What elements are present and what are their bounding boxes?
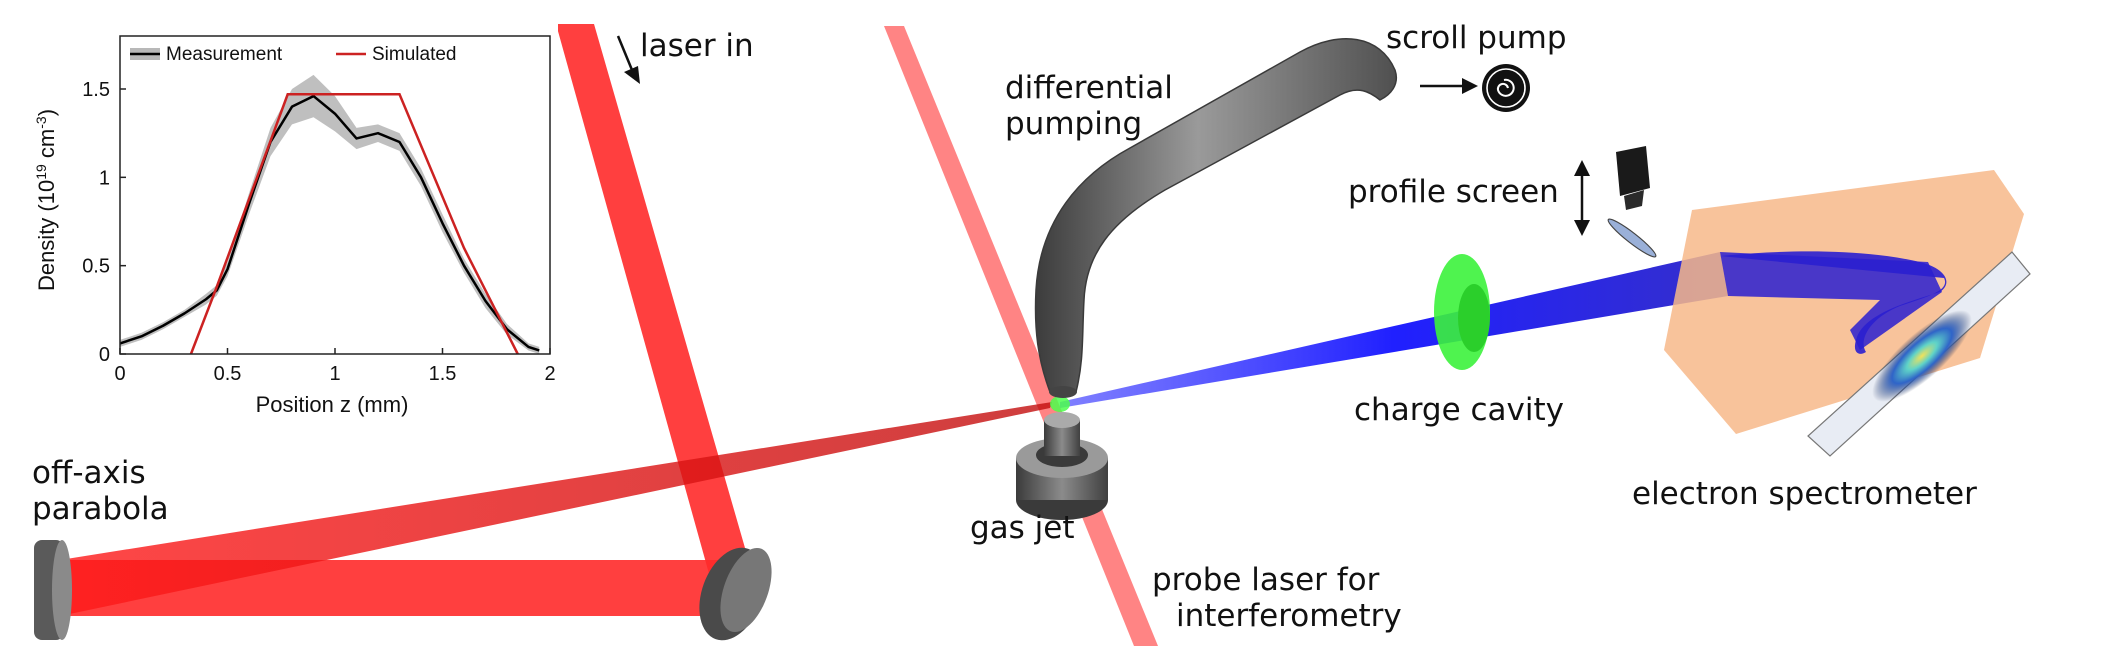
laser-in-beam bbox=[556, 24, 760, 606]
off-axis-parabola-label: off-axis parabola bbox=[32, 455, 169, 527]
electron-spectrometer-label: electron spectrometer bbox=[1632, 476, 1977, 512]
laser-focus-beam bbox=[60, 402, 1052, 616]
tube-outlet bbox=[1049, 386, 1077, 398]
spectrometer-screen bbox=[1807, 251, 2031, 457]
y-tick-label: 1.5 bbox=[82, 79, 110, 101]
gas-jet-label: gas jet bbox=[970, 510, 1075, 546]
turning-mirror bbox=[699, 547, 772, 641]
chart-axes-group: 0 0.5 1 1.5 2 0 0.5 1 1.5 bbox=[82, 35, 556, 385]
x-tick-label: 0 bbox=[114, 363, 125, 385]
scroll-pump-label: scroll pump bbox=[1386, 20, 1567, 56]
off-axis-parabola-line-2: parabola bbox=[32, 491, 169, 527]
differential-pumping-tube bbox=[1034, 38, 1397, 393]
measurement-line bbox=[119, 94, 540, 352]
y-tick-label: 0.5 bbox=[82, 256, 110, 278]
probe-laser-line-2: interferometry bbox=[1176, 598, 1402, 634]
double-arrow-icon bbox=[1574, 160, 1590, 236]
chart-lines-group bbox=[119, 93, 540, 355]
gas-jet-nozzle bbox=[1016, 412, 1108, 520]
off-axis-parabola-line-1: off-axis bbox=[32, 455, 146, 491]
simulated-line bbox=[189, 93, 519, 355]
y-axis-label-unit-exp: -3 bbox=[33, 116, 49, 129]
y-tick-label: 1 bbox=[99, 167, 110, 189]
arrow-right-icon bbox=[1420, 78, 1478, 94]
plasma-glow bbox=[1050, 396, 1070, 412]
x-tick-label: 2 bbox=[544, 363, 555, 385]
profile-screen-label: profile screen bbox=[1348, 174, 1559, 210]
legend-measurement: Measurement bbox=[166, 44, 283, 65]
chart-legend: Measurement Simulated bbox=[130, 44, 457, 65]
differential-pumping-line-1: differential bbox=[1005, 70, 1173, 106]
laser-in-label: laser in bbox=[640, 28, 754, 64]
x-tick-label: 1 bbox=[329, 363, 340, 385]
charge-cavity-label: charge cavity bbox=[1354, 392, 1564, 428]
arrow-down-icon bbox=[616, 35, 640, 84]
density-chart-svg: 0 0.5 1 1.5 200.511.5 Measurement Simulated … bbox=[33, 35, 556, 417]
y-axis-label-main: Density (10 bbox=[34, 180, 59, 291]
differential-pumping-line-2: pumping bbox=[1005, 106, 1143, 142]
probe-laser-label: probe laser for interferometry bbox=[1152, 562, 1402, 634]
y-axis-label-unit: cm bbox=[34, 129, 59, 164]
electron-beam bbox=[1060, 252, 1728, 408]
x-tick-label: 0.5 bbox=[214, 363, 242, 385]
profile-screen bbox=[1607, 218, 1657, 258]
off-axis-parabola-mirror bbox=[34, 540, 72, 640]
camera-icon bbox=[1616, 146, 1650, 210]
charge-cavity bbox=[1434, 254, 1490, 370]
x-axis-label: Position z (mm) bbox=[256, 392, 409, 417]
spiral-icon bbox=[1482, 64, 1530, 112]
differential-pumping-label: differential pumping bbox=[1005, 70, 1173, 142]
legend-simulated: Simulated bbox=[372, 44, 457, 65]
y-axis-label: Density (1019 cm-3) bbox=[33, 109, 59, 291]
density-inset-chart: 0 0.5 1 1.5 2 0 0.5 1 1.5 Measurement Simulated … bbox=[28, 14, 558, 434]
y-tick-label: 0 bbox=[99, 344, 110, 366]
y-axis-label-exp: 19 bbox=[33, 164, 49, 180]
x-tick-label: 1.5 bbox=[429, 363, 457, 385]
measurement-band bbox=[120, 74, 540, 354]
y-axis-label-close: ) bbox=[34, 109, 59, 116]
probe-laser-line-1: probe laser for bbox=[1152, 562, 1380, 598]
measurement-band-group bbox=[120, 74, 540, 354]
